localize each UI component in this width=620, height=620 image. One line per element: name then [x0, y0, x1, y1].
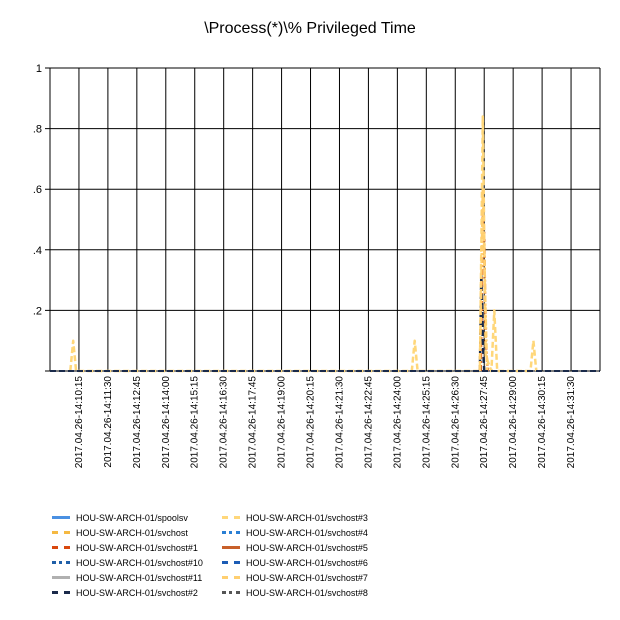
legend-swatch [52, 531, 70, 534]
series-line [69, 115, 538, 373]
legend-item: HOU-SW-ARCH-01/svchost#10 [52, 555, 203, 570]
legend-item: HOU-SW-ARCH-01/spoolsv [52, 510, 203, 525]
legend-item: HOU-SW-ARCH-01/svchost#11 [52, 570, 203, 585]
legend-item: HOU-SW-ARCH-01/svchost#6 [222, 555, 368, 570]
legend-swatch [52, 576, 70, 579]
x-tick-label: 2017.04.26-14:12:45 [132, 376, 143, 469]
x-tick-label: 2017.04.26-14:21:30 [334, 376, 345, 469]
x-tick-label: 2017.04.26-14:27:45 [479, 376, 490, 469]
legend-swatch [52, 546, 70, 549]
y-tick-label: 1 [36, 63, 42, 75]
y-tick-label: .2 [33, 305, 42, 317]
line-chart: .2 .4 .6 .8 1 2017.04.26-14:10:15 2017.04.26-1… [33, 63, 601, 469]
legend-label: HOU-SW-ARCH-01/svchost#11 [76, 572, 203, 583]
legend-label: HOU-SW-ARCH-01/svchost#7 [246, 572, 368, 583]
x-tick-label: 2017.04.26-14:11:30 [103, 376, 114, 468]
legend-column-left: HOU-SW-ARCH-01/spoolsv HOU-SW-ARCH-01/svc… [52, 510, 203, 600]
legend-item: HOU-SW-ARCH-01/svchost#3 [222, 510, 368, 525]
legend-swatch [222, 591, 240, 594]
x-tick-label: 2017.04.26-14:19:00 [277, 376, 288, 469]
x-tick-label: 2017.04.26-14:24:00 [392, 376, 403, 469]
legend-swatch [222, 576, 240, 579]
legend-label: HOU-SW-ARCH-01/svchost#10 [76, 557, 203, 568]
legend-label: HOU-SW-ARCH-01/svchost#1 [76, 542, 198, 553]
legend-swatch [52, 516, 70, 519]
legend-label: HOU-SW-ARCH-01/spoolsv [76, 512, 188, 523]
y-tick-label: .8 [33, 124, 42, 136]
legend-item: HOU-SW-ARCH-01/svchost#5 [222, 540, 368, 555]
x-tick-label: 2017.04.26-14:15:15 [190, 376, 201, 469]
legend-label: HOU-SW-ARCH-01/svchost#3 [246, 512, 368, 523]
legend-label: HOU-SW-ARCH-01/svchost#4 [246, 527, 368, 538]
legend-item: HOU-SW-ARCH-01/svchost#7 [222, 570, 368, 585]
x-tick-label: 2017.04.26-14:16:30 [219, 376, 230, 469]
x-tick-label: 2017.04.26-14:25:15 [421, 376, 432, 469]
legend-label: HOU-SW-ARCH-01/svchost [76, 527, 188, 538]
legend-column-right: HOU-SW-ARCH-01/svchost#3 HOU-SW-ARCH-01/s… [222, 510, 368, 600]
x-tick-label: 2017.04.26-14:26:30 [450, 376, 461, 469]
chart-title: \Process(*)\% Privileged Time [204, 20, 416, 37]
legend-swatch [222, 546, 240, 549]
x-tick-label: 2017.04.26-14:14:00 [161, 376, 172, 469]
legend-item: HOU-SW-ARCH-01/svchost [52, 525, 203, 540]
legend-swatch [222, 516, 240, 519]
legend-swatch [52, 591, 70, 594]
x-tick-label: 2017.04.26-14:31:30 [566, 376, 577, 469]
x-tick-label: 2017.04.26-14:29:00 [508, 376, 519, 469]
legend-swatch [222, 531, 240, 534]
x-tick-label: 2017.04.26-14:22:45 [363, 376, 374, 469]
legend-item: HOU-SW-ARCH-01/svchost#4 [222, 525, 368, 540]
x-tick-label: 2017.04.26-14:17:45 [248, 376, 259, 469]
legend-label: HOU-SW-ARCH-01/svchost#2 [76, 587, 198, 598]
legend-item: HOU-SW-ARCH-01/svchost#2 [52, 585, 203, 600]
legend-swatch [222, 561, 240, 564]
legend-label: HOU-SW-ARCH-01/svchost#5 [246, 542, 368, 553]
x-tick-label: 2017.04.26-14:20:15 [306, 376, 317, 469]
legend-label: HOU-SW-ARCH-01/svchost#6 [246, 557, 368, 568]
legend-label: HOU-SW-ARCH-01/svchost#8 [246, 587, 368, 598]
x-tick-label: 2017.04.26-14:10:15 [74, 376, 85, 469]
legend-swatch [52, 561, 70, 564]
y-tick-label: .6 [33, 184, 42, 196]
legend-item: HOU-SW-ARCH-01/svchost#1 [52, 540, 203, 555]
y-tick-label: .4 [33, 245, 42, 257]
legend-item: HOU-SW-ARCH-01/svchost#8 [222, 585, 368, 600]
x-tick-label: 2017.04.26-14:30:15 [537, 376, 548, 469]
